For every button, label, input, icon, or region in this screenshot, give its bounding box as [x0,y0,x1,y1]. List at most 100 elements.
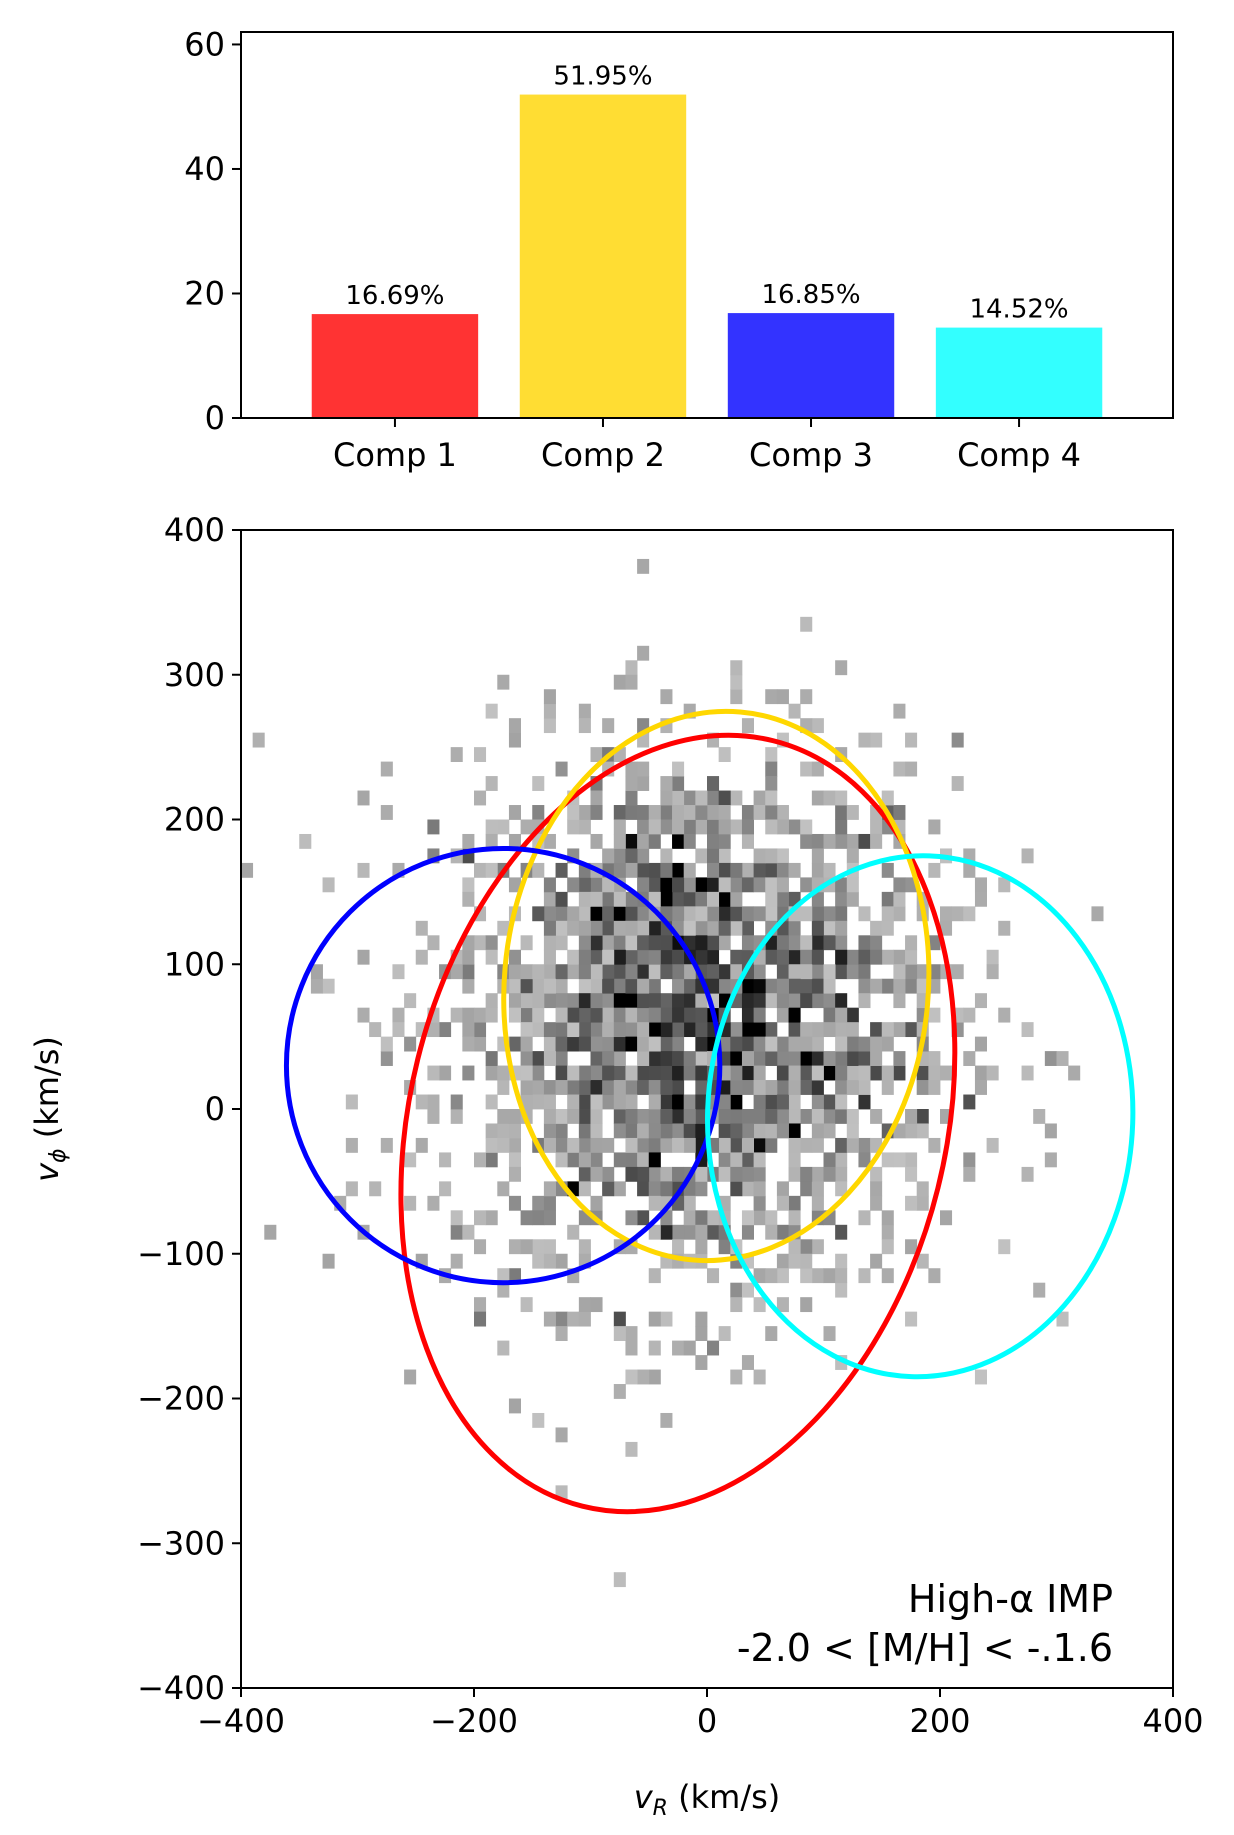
histogram-cell [543,935,556,951]
histogram-cell [776,964,789,980]
histogram-cell [963,862,976,878]
histogram-cell [800,949,813,965]
histogram-cell [485,1051,498,1066]
histogram-cell [637,1166,650,1182]
histogram-cell [637,993,650,1009]
histogram-cell [497,819,510,835]
histogram-cell [870,1036,883,1052]
histogram-cell [800,1065,813,1081]
histogram-cell [858,1051,871,1066]
histogram-cell [695,1210,708,1226]
histogram-cell [741,805,754,820]
histogram-cell [893,805,906,820]
histogram-cell [765,949,778,965]
histogram-cell [974,1369,987,1385]
y-tick-label: −300 [137,1524,225,1562]
histogram-cell [707,776,720,791]
histogram-cell [800,978,813,994]
histogram-cell [800,993,813,1009]
histogram-cell [695,1036,708,1052]
histogram-cell [497,1065,510,1081]
histogram-cell [415,1137,428,1153]
ellipse-comp-4 [705,853,1136,1380]
histogram-cell [485,1152,498,1168]
histogram-cell [602,1137,615,1153]
histogram-cell [788,1065,801,1081]
histogram-cell [555,1326,568,1341]
histogram-cell [578,978,591,994]
histogram-cell [811,993,824,1009]
histogram-cell [718,891,731,907]
histogram-cell [893,703,906,719]
histogram-cell [986,964,999,980]
histogram-cell [567,920,580,936]
histogram-cell [765,747,778,762]
histogram-cell [811,1065,824,1081]
histogram-cell [672,862,685,878]
histogram-cell [986,949,999,965]
histogram-cell [707,790,720,806]
histogram-cell [625,848,638,864]
histogram-cell [695,1181,708,1197]
histogram-cell [497,1340,510,1356]
histogram-cell [672,993,685,1009]
histogram-cell [660,819,673,835]
histogram-cell [474,862,487,878]
histogram-cell [823,1268,836,1284]
histogram-cell [870,1022,883,1038]
histogram-cell [508,833,521,849]
histogram-cell [672,1007,685,1023]
histogram-cell [590,949,603,965]
histogram-cell [450,1094,463,1110]
x-tick-label: 0 [697,1702,717,1740]
histogram-cell [590,1195,603,1211]
histogram-cell [532,978,545,994]
histogram-cell [905,1239,918,1255]
histogram-cell [811,718,824,734]
histogram-cell [823,1166,836,1182]
histogram-cell [928,978,941,994]
histogram-cell [800,689,813,705]
histogram-cell [648,949,661,965]
histogram-cell [683,1109,696,1124]
histogram-cell [660,1022,673,1038]
histogram-cell [776,891,789,907]
histogram-cell [916,1080,929,1095]
histogram-cell [974,1080,987,1095]
histogram-cell [951,964,964,980]
histogram-cell [1033,1109,1046,1124]
histogram-cell [613,862,626,878]
histogram-cell [718,1137,731,1153]
histogram-cell [695,949,708,965]
histogram-cell [602,1065,615,1081]
histogram-cell [625,1152,638,1168]
histogram-cell [963,1051,976,1066]
histogram-cell [590,1166,603,1182]
histogram-cell [741,978,754,994]
histogram-cell [811,891,824,907]
histogram-cell [870,1181,883,1197]
histogram-cell [508,1123,521,1139]
histogram-cell [648,978,661,994]
histogram-cell [637,935,650,951]
histogram-cell [625,993,638,1009]
histogram-cell [1056,1311,1069,1327]
histogram-cell [753,1152,766,1168]
histogram-cell [881,1152,894,1168]
histogram-cell [672,906,685,922]
histogram-cell [439,1065,452,1081]
histogram-cell [508,718,521,734]
histogram-cell [683,862,696,878]
histogram-cell [462,978,475,994]
histogram-cell [567,1022,580,1038]
histogram-cell [648,862,661,878]
histogram-cell [485,1210,498,1226]
histogram-cell [765,848,778,864]
histogram-cell [602,1036,615,1052]
x-axis-var: v [634,1778,654,1816]
histogram-cell [800,833,813,849]
histogram-cell [800,1239,813,1255]
histogram-cell [508,877,521,893]
histogram-cell [578,1166,591,1182]
histogram-cell [672,1080,685,1095]
